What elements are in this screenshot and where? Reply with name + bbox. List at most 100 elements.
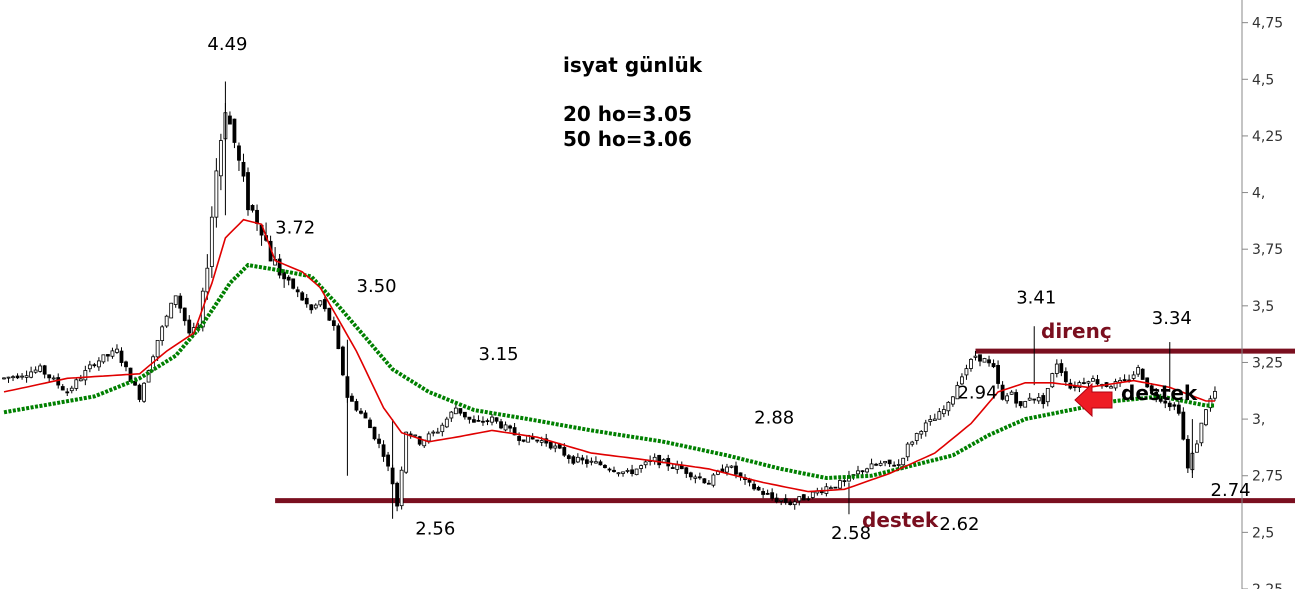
candle-body (625, 469, 630, 472)
candle (693, 474, 698, 484)
candle (1213, 386, 1217, 402)
candle-body (1005, 395, 1010, 402)
price-annotation: 2.74 (1211, 480, 1251, 501)
candle (490, 413, 494, 426)
candle-body (580, 457, 585, 461)
candle (110, 347, 115, 359)
candle (783, 494, 788, 505)
candle-body (137, 384, 142, 400)
candle (291, 278, 296, 290)
candle-body (801, 494, 806, 501)
candle (675, 460, 680, 474)
candle (458, 408, 463, 416)
candle-body (937, 411, 942, 420)
candle (1018, 401, 1023, 409)
candle (1131, 371, 1136, 382)
candle (896, 459, 901, 470)
candle (910, 440, 915, 447)
candle-body (969, 358, 973, 369)
candle-body (1167, 402, 1172, 408)
candle (87, 360, 92, 373)
candle (115, 344, 119, 354)
candle-body (878, 462, 883, 466)
candle-body (896, 464, 901, 466)
candle (1009, 390, 1014, 395)
candle (29, 366, 34, 379)
subtitle-ma20: 20 ho=3.05 (563, 102, 692, 126)
y-tick-label: 3,75 (1252, 242, 1283, 258)
candle-body (1163, 400, 1168, 404)
candle (2, 377, 6, 380)
candle (774, 493, 779, 504)
candle (1113, 378, 1118, 391)
candle (250, 204, 255, 213)
candle (905, 442, 910, 462)
y-tick-label: 2,5 (1252, 525, 1274, 541)
candle (508, 424, 512, 433)
candle-body (928, 419, 933, 422)
candle-body (887, 459, 892, 465)
candle (987, 355, 991, 367)
price-annotation: 2.58 (831, 523, 871, 544)
candle (964, 364, 969, 380)
candle-body (810, 491, 815, 498)
candle-body (291, 278, 296, 289)
candle-body (774, 497, 779, 503)
candle (806, 496, 811, 501)
candle-body (521, 439, 526, 442)
candle (169, 302, 174, 319)
candle (241, 153, 246, 182)
candle (761, 487, 766, 499)
candle (788, 499, 793, 506)
candle (842, 479, 847, 487)
candle-body (336, 325, 341, 350)
candle (548, 441, 553, 450)
candle (612, 466, 616, 473)
candle (404, 431, 409, 474)
candle-body (363, 412, 368, 419)
ma50-line (3, 262, 1215, 481)
price-annotation: 3.50 (357, 276, 397, 297)
candle-body (11, 376, 15, 379)
candle (865, 467, 869, 474)
candle-body (2, 377, 6, 380)
candle-body (1063, 371, 1068, 383)
candle (878, 460, 883, 467)
candle-body (910, 441, 915, 445)
candle (946, 401, 951, 416)
candle-body (228, 115, 232, 125)
candle-body (1136, 367, 1141, 375)
candle-body (905, 443, 910, 458)
candle (1199, 422, 1204, 447)
candle-body (892, 464, 897, 467)
candle-body (106, 354, 110, 357)
candle-body (413, 434, 418, 437)
candle-body (684, 467, 689, 474)
candle-body (987, 359, 991, 364)
candle (214, 158, 219, 228)
candle-body (1122, 379, 1127, 382)
price-annotation: 2.94 (957, 383, 997, 404)
candle (1045, 387, 1050, 407)
candle (137, 383, 142, 403)
candle-body (340, 346, 345, 376)
candle-body (594, 461, 598, 464)
candle (941, 405, 946, 418)
candle-body (806, 498, 811, 501)
candle (33, 366, 38, 374)
candle (1086, 380, 1091, 388)
candle-body (426, 433, 431, 442)
candle (1059, 359, 1064, 377)
candle (101, 354, 106, 364)
support-marker-label: destek (1121, 381, 1198, 405)
candle (282, 269, 287, 288)
candle-body (914, 433, 919, 441)
candle (300, 291, 305, 301)
candle (1172, 402, 1177, 411)
candle (950, 395, 955, 407)
candle-body (110, 350, 115, 357)
candle-body (467, 416, 472, 420)
candle-body (318, 300, 323, 306)
candle-body (657, 454, 662, 466)
candle-body (485, 420, 490, 423)
